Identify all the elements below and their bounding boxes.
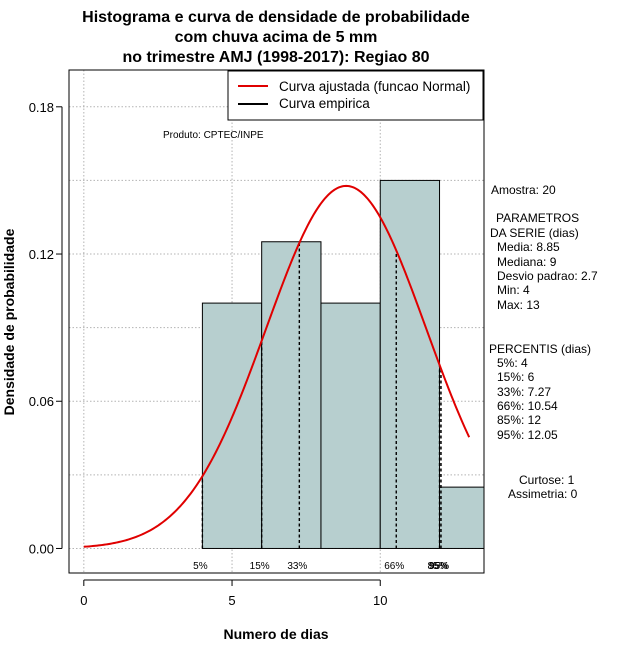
product-note: Produto: CPTEC/INPE: [163, 130, 264, 141]
param-sd: Desvio padrao: 2.7: [497, 269, 598, 283]
percentile-label-4: 66%: [384, 561, 404, 572]
percentile-lines: 5% 15% 33% 66% 85%95%: [193, 242, 449, 572]
normal-curve: [83, 184, 471, 548]
percentile-15: 15%: 6: [497, 370, 535, 384]
legend-label-empirical: Curva empirica: [279, 96, 370, 111]
histogram-bar-1: [201, 302, 263, 549]
percentile-label-6: 95%: [429, 561, 449, 572]
param-median: Mediana: 9: [497, 255, 557, 269]
plot-frame: [68, 69, 485, 574]
kurtosis: Curtose: 1: [519, 473, 575, 487]
param-min: Min: 4: [497, 283, 530, 297]
percentile-label-5: 85%: [428, 561, 448, 572]
chart-title-line-1: Histograma e curva de densidade de proba…: [82, 9, 470, 26]
histogram-bar-3: [320, 302, 381, 549]
chart-title-line-2: com chuva acima de 5 mm: [175, 29, 378, 46]
params-heading: PARAMETROS: [496, 211, 579, 225]
y-axis-title: Densidade de probabilidade: [1, 228, 17, 415]
x-tick-label: 0: [80, 593, 87, 608]
legend-box: [227, 70, 484, 121]
y-tick-label: 0.00: [29, 541, 54, 556]
percentiles-heading: PERCENTIS (dias): [489, 342, 591, 356]
percentile-label-1: 5%: [193, 561, 208, 572]
histogram-bar-4: [379, 179, 441, 549]
y-tick-label: 0.18: [29, 100, 54, 115]
percentile-label-3: 33%: [287, 561, 307, 572]
skewness: Assimetria: 0: [508, 487, 578, 501]
axis-ticks: 0 5 10 0.00 0.06 0.12 0.18: [29, 100, 388, 608]
percentile-66: 66%: 10.54: [497, 399, 558, 413]
param-max: Max: 13: [497, 298, 540, 312]
legend: Curva ajustada (funcao Normal) Curva emp…: [227, 70, 484, 121]
percentile-5: 5%: 4: [497, 356, 528, 370]
x-tick-label: 5: [228, 593, 235, 608]
side-annotations: Amostra: 20 PARAMETROS DA SERIE (dias) M…: [489, 183, 598, 501]
bar-layer: [201, 179, 485, 549]
y-tick-label: 0.12: [29, 247, 54, 262]
curve-layer: [83, 184, 471, 548]
percentile-33: 33%: 7.27: [497, 385, 551, 399]
param-mean: Media: 8.85: [497, 240, 560, 254]
sample-size: Amostra: 20: [491, 183, 556, 197]
chart-title-line-3: no trimestre AMJ (1998-2017): Regiao 80: [122, 49, 429, 66]
histogram-bar-5: [439, 486, 485, 549]
histogram-bar-2: [261, 241, 322, 549]
params-subheading: DA SERIE (dias): [490, 226, 579, 240]
legend-label-fitted: Curva ajustada (funcao Normal): [279, 79, 470, 94]
y-tick-label: 0.06: [29, 394, 54, 409]
percentile-85: 85%: 12: [497, 413, 541, 427]
percentile-label-2: 15%: [250, 561, 270, 572]
x-axis-title: Numero de dias: [223, 626, 328, 642]
x-tick-label: 10: [373, 593, 387, 608]
percentile-95: 95%: 12.05: [497, 428, 558, 442]
